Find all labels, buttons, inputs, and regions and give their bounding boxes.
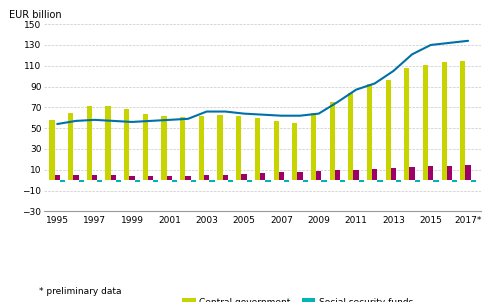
Bar [348,93,354,180]
Bar [452,180,457,182]
Bar [79,180,84,182]
Bar [236,116,242,180]
Bar [441,62,447,180]
Bar [279,172,284,180]
Bar [218,115,223,180]
Bar [396,180,401,182]
Bar [460,61,465,180]
Bar [284,180,289,182]
Bar [162,116,167,180]
Bar [242,174,246,180]
Bar [329,102,335,180]
Text: EUR billion: EUR billion [9,10,62,21]
Bar [50,120,55,180]
Bar [335,170,340,180]
Bar [148,176,153,180]
Bar [191,180,196,182]
Bar [172,180,177,182]
Bar [255,118,260,180]
Bar [434,180,438,182]
Bar [124,109,129,180]
Bar [68,113,73,180]
Bar [129,176,135,180]
Bar [110,175,116,180]
Bar [302,180,308,182]
Bar [298,172,302,180]
Bar [423,65,428,180]
Bar [143,114,148,180]
Bar [167,176,172,180]
Bar [372,169,378,180]
Bar [358,180,364,182]
Bar [87,106,92,180]
Bar [385,80,391,180]
Bar [415,180,420,182]
Bar [55,175,60,180]
Bar [153,180,159,182]
Text: * preliminary data: * preliminary data [39,287,122,296]
Bar [367,85,372,180]
Bar [199,116,204,180]
Bar [428,165,434,180]
Bar [97,180,103,182]
Bar [92,175,97,180]
Bar [73,175,79,180]
Bar [265,180,271,182]
Bar [116,180,121,182]
Bar [273,121,279,180]
Bar [209,180,215,182]
Bar [106,106,110,180]
Bar [135,180,140,182]
Bar [378,180,382,182]
Bar [391,168,396,180]
Bar [465,165,471,180]
Bar [354,170,358,180]
Bar [260,173,265,180]
Bar [340,180,345,182]
Bar [471,180,476,182]
Bar [246,180,252,182]
Bar [316,171,321,180]
Bar [180,117,186,180]
Legend: Central government, Local government, Social security funds, General government: Central government, Local government, So… [179,294,417,302]
Bar [311,113,316,180]
Bar [321,180,327,182]
Bar [409,167,415,180]
Bar [223,175,228,180]
Bar [228,180,233,182]
Bar [404,68,409,180]
Bar [447,165,452,180]
Bar [204,175,209,180]
Bar [60,180,65,182]
Bar [292,123,298,180]
Bar [186,176,191,180]
